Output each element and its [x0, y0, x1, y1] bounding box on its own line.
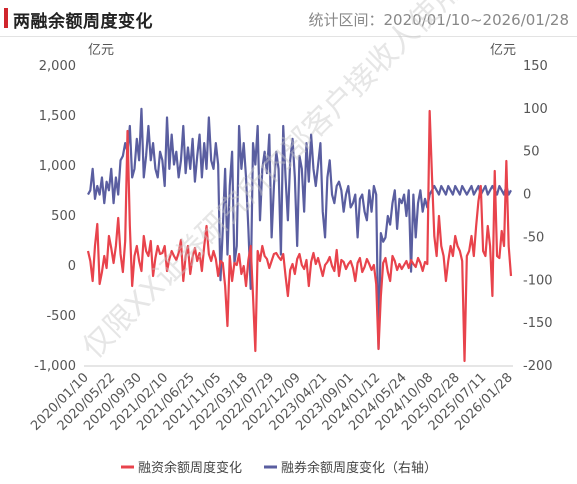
left-axis-unit: 亿元: [88, 43, 114, 58]
financing-balance-line: [86, 109, 513, 363]
left-tick-label: -500: [46, 309, 76, 324]
right-tick-label: -150: [523, 316, 553, 331]
x-axis: 2020/01/102020/05/222020/09/302021/02/10…: [28, 365, 516, 434]
title-accent-bar: [4, 8, 8, 28]
left-tick-label: 500: [51, 209, 76, 224]
left-tick-label: 2,000: [39, 59, 76, 74]
header-divider: [0, 36, 577, 37]
right-tick-label: 100: [523, 102, 548, 117]
left-tick-label: -1,000: [34, 359, 76, 374]
left-y-axis: 2,000 1,500 1,000 500 0 -500 -1,000 亿元: [34, 43, 114, 374]
left-tick-label: 1,000: [39, 159, 76, 174]
legend-securities-lending-label: 融券余额周度变化（右轴）: [281, 460, 437, 476]
right-tick-label: 150: [523, 59, 548, 74]
right-tick-label: -50: [523, 230, 544, 245]
left-tick-label: 0: [68, 259, 76, 274]
right-tick-label: 50: [523, 145, 540, 160]
watermark-text: 仅限XX证券研究所内部客户接收人使用: [76, 0, 469, 366]
chart-header: 两融余额周度变化 统计区间：2020/01/10~2026/01/28: [0, 0, 577, 40]
right-axis-unit: 亿元: [490, 43, 516, 58]
series-layer: [86, 107, 513, 363]
legend: 融资余额周度变化 融券余额周度变化（右轴）: [121, 460, 437, 476]
legend-financing-label: 融资余额周度变化: [138, 460, 242, 476]
right-y-axis: 150 100 50 0 -50 -100 -150 -200 亿元: [490, 43, 553, 374]
chart-title: 两融余额周度变化: [13, 12, 153, 32]
securities-lending-line: [87, 107, 512, 350]
date-range-text: 统计区间：2020/01/10~2026/01/28: [308, 11, 569, 29]
right-tick-label: -200: [523, 359, 553, 374]
right-tick-label: 0: [523, 188, 531, 203]
left-tick-label: 1,500: [39, 109, 76, 124]
right-tick-label: -100: [523, 273, 553, 288]
